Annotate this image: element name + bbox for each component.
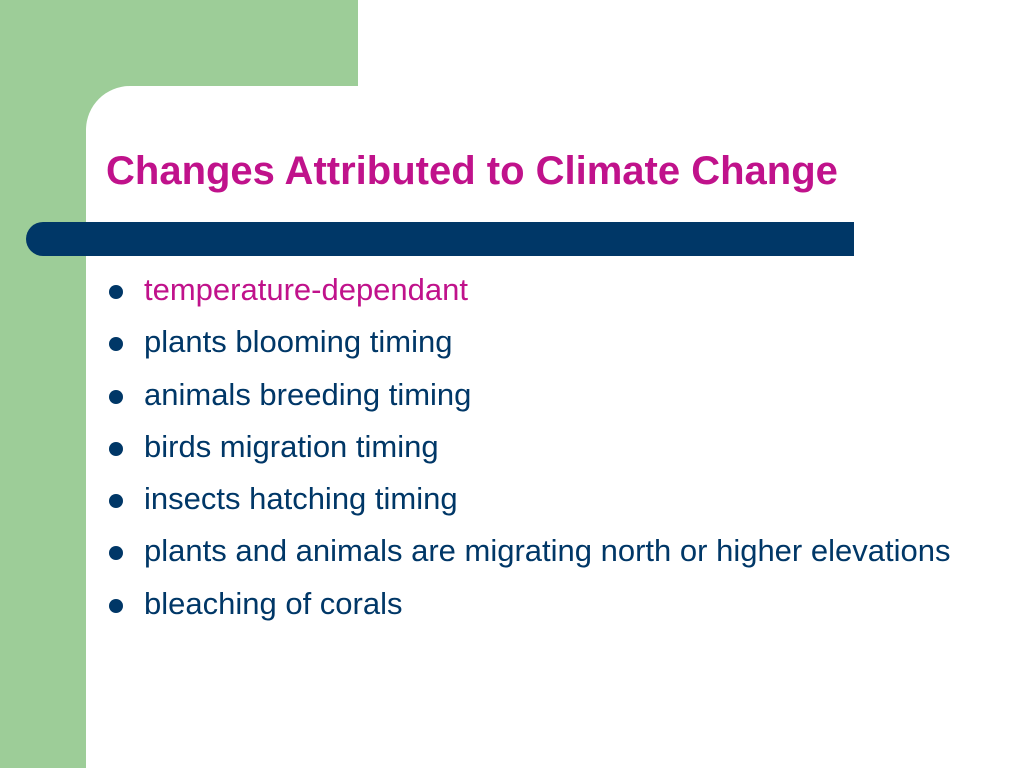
bullet-icon <box>109 598 123 613</box>
bullet-text: birds migration timing <box>144 428 439 464</box>
bullet-text: plants blooming timing <box>144 324 453 360</box>
title-underline-bar <box>26 222 854 256</box>
bullet-icon <box>109 441 123 456</box>
bullet-list: temperature-dependant plants blooming ti… <box>104 272 984 638</box>
bullet-text: temperature-dependant <box>144 272 469 307</box>
bullet-icon <box>109 546 123 561</box>
bullet-icon <box>109 285 123 299</box>
bullet-item: birds migration timing <box>104 429 984 465</box>
bullet-text: bleaching of corals <box>144 585 403 621</box>
bullet-icon <box>109 337 123 352</box>
bullet-item: temperature-dependant <box>104 272 984 308</box>
bullet-item: animals breeding timing <box>104 377 984 413</box>
slide-title: Changes Attributed to Climate Change <box>106 149 838 193</box>
bullet-text: animals breeding timing <box>144 376 472 412</box>
bullet-icon <box>109 389 123 404</box>
bullet-text: plants and animals are migrating north o… <box>144 533 951 569</box>
bullet-icon <box>109 494 123 509</box>
bullet-item: bleaching of corals <box>104 586 984 622</box>
bullet-item: plants blooming timing <box>104 324 984 360</box>
bullet-item: insects hatching timing <box>104 481 984 517</box>
bullet-item: plants and animals are migrating north o… <box>104 533 984 569</box>
bullet-text: insects hatching timing <box>144 481 458 517</box>
content-panel <box>86 86 1024 768</box>
